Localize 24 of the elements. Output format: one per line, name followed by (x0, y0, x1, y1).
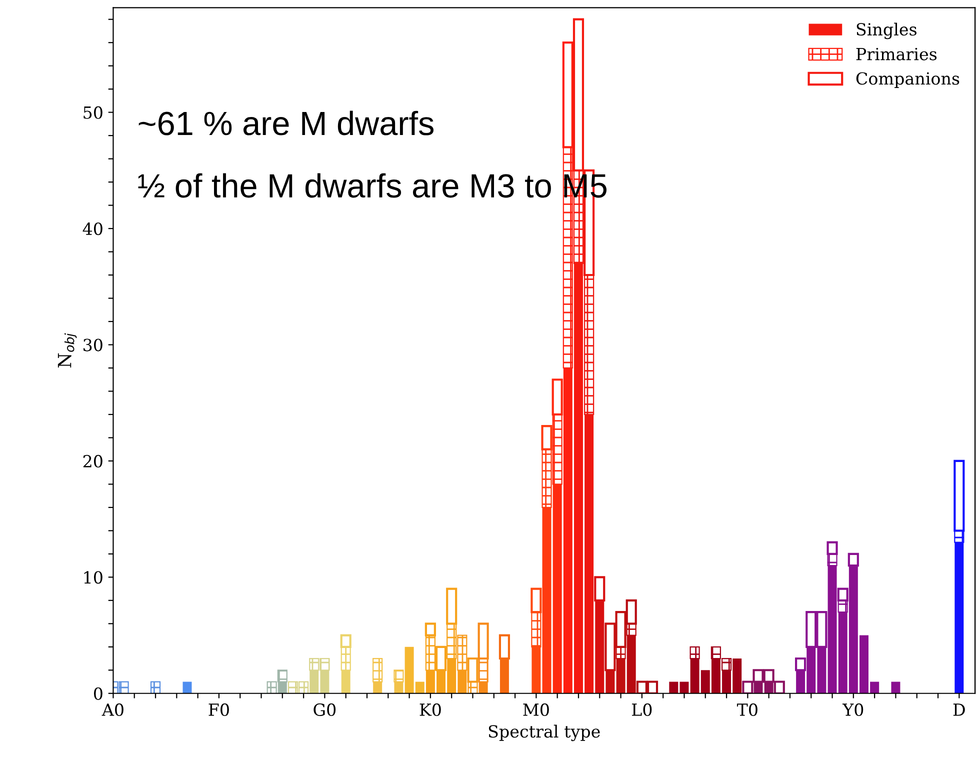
legend-label: Companions (856, 72, 960, 88)
x-tick-label: D (953, 704, 965, 716)
y-tick-label: 40 (82, 222, 102, 236)
x-tick-label: K0 (420, 703, 441, 716)
legend-label: Singles (856, 22, 916, 40)
x-tick-label: Y0 (842, 703, 864, 716)
y-tick-label: 50 (84, 106, 102, 119)
bar (150, 681, 161, 694)
y-tick-label: 0 (94, 687, 102, 700)
x-tick-label: L0 (632, 703, 652, 716)
y-tick-label: 10 (84, 571, 102, 584)
y-axis-title: N$_{obj}$ (58, 333, 77, 368)
x-axis-title: Spectral type (488, 724, 600, 742)
x-tick-label: M0 (523, 703, 549, 716)
annotation: ~61 % are M dwarfs (138, 110, 434, 136)
legend-label: Primaries (856, 48, 937, 60)
x-tick-label: G0 (314, 703, 336, 716)
x-tick-label: T0 (736, 703, 758, 716)
x-tick-label: F0 (208, 703, 229, 716)
x-tick-label: A0 (102, 703, 124, 716)
y-tick-label: 30 (84, 338, 102, 352)
y-tick-label: 20 (83, 454, 102, 468)
bar (182, 682, 192, 694)
bar (891, 682, 900, 694)
